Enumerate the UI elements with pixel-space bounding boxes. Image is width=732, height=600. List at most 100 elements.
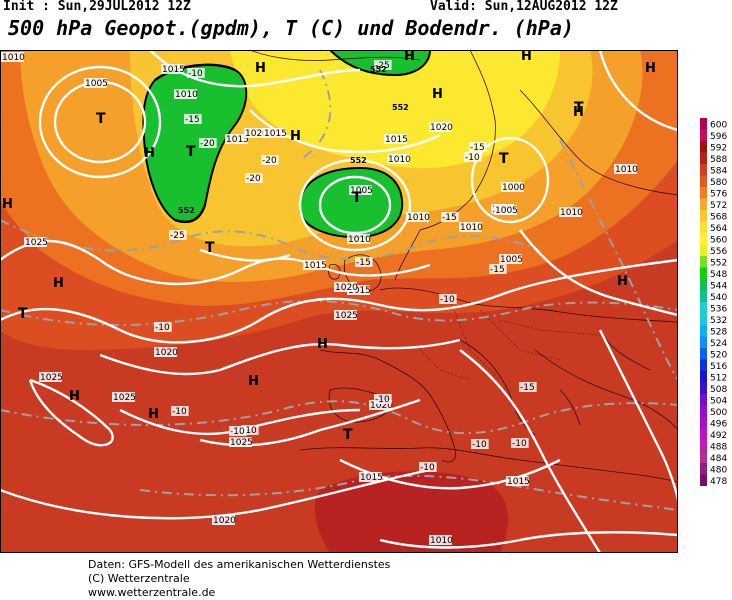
legend-label: 504 — [710, 397, 727, 407]
high-pressure-marker: H — [255, 61, 266, 76]
high-pressure-marker: H — [248, 374, 259, 389]
isobar-label: 1010 — [430, 536, 453, 546]
low-pressure-marker: T — [18, 306, 28, 322]
legend-label: 508 — [710, 385, 727, 395]
temperature-label-bg — [471, 439, 489, 449]
legend-label: 524 — [710, 339, 727, 349]
credits-website[interactable]: www.wetterzentrale.de — [88, 586, 216, 599]
temperature-label-bg — [169, 230, 187, 240]
isobar-label: 1000 — [502, 183, 525, 193]
init-time: Init : Sun,29JUL2012 12Z — [3, 0, 191, 14]
high-pressure-marker: H — [432, 87, 443, 102]
isobar-label: 1025 — [25, 238, 48, 248]
high-pressure-marker: H — [53, 276, 64, 291]
legend-label: 548 — [710, 270, 727, 280]
temperature-label: -15 — [442, 213, 457, 223]
temperature-label: -10 — [172, 407, 187, 417]
isobar-label: 1005 — [495, 206, 518, 216]
isobar-label-bg — [494, 205, 517, 215]
legend-swatch — [700, 336, 707, 348]
isobar-label: 1020 — [213, 516, 236, 526]
isobar-label: 1025 — [230, 438, 253, 448]
legend-swatch — [700, 175, 707, 187]
isobar-label-bg — [334, 282, 357, 292]
legend-swatch — [700, 129, 707, 141]
temperature-label-bg — [241, 425, 259, 435]
high-pressure-marker: H — [645, 61, 656, 76]
high-pressure-marker: H — [521, 50, 532, 64]
legend-swatch — [700, 302, 707, 314]
legend-swatch — [700, 463, 707, 475]
credits-copyright: (C) Wetterzentrale — [88, 572, 190, 585]
isobar-label-bg — [229, 437, 252, 447]
legend-swatch — [700, 474, 707, 486]
isobar-label-bg — [24, 237, 47, 247]
map-labels: 1010100510151010101510201015101510201010… — [1, 50, 656, 546]
legend-label: 480 — [710, 466, 727, 476]
legend-label: 556 — [710, 247, 727, 257]
geopotential-contours — [154, 63, 236, 224]
legend-label: 580 — [710, 178, 727, 188]
temperature-label: -10 — [242, 426, 257, 436]
isobar-label: 1020 — [335, 283, 358, 293]
legend-label: 540 — [710, 293, 727, 303]
legend-label: 576 — [710, 190, 727, 200]
low-pressure-marker: T — [574, 100, 584, 116]
temperature-label-bg — [199, 138, 217, 148]
temperature-label: -20 — [200, 139, 215, 149]
legend-swatch — [700, 187, 707, 199]
isobar-label: 1010 — [560, 208, 583, 218]
isobar-label-bg — [384, 134, 407, 144]
isobar-label-bg — [347, 285, 370, 295]
low-pressure-marker: T — [186, 144, 196, 160]
legend-label: 592 — [710, 144, 727, 154]
legend-label: 512 — [710, 374, 727, 384]
legend-label: 568 — [710, 213, 727, 223]
isobar-label-bg — [84, 78, 107, 88]
legend-label: 484 — [710, 454, 727, 464]
temperature-label-bg — [245, 173, 263, 183]
isobar-label-bg — [244, 128, 267, 138]
isobar-label-bg — [161, 64, 184, 74]
legend-swatch — [700, 221, 707, 233]
temperature-label-bg — [439, 294, 457, 304]
temperature-label-bg — [441, 212, 459, 222]
isobar-label: 1025 — [40, 373, 63, 383]
legend-swatch — [700, 152, 707, 164]
legend-swatch — [700, 348, 707, 360]
temperature-label: -15 — [470, 143, 485, 153]
legend-swatch — [700, 267, 707, 279]
legend-swatch — [700, 233, 707, 245]
isobar-label-bg — [369, 400, 392, 410]
field-yellow — [230, 50, 560, 169]
isobar-label: 1010 — [348, 235, 371, 245]
temperature-label: -15 — [356, 258, 371, 268]
temperature-label: -10 — [472, 440, 487, 450]
legend-swatch — [700, 405, 707, 417]
high-pressure-marker: H — [290, 129, 301, 144]
legend-label: 564 — [710, 224, 727, 234]
isobar-label-bg — [429, 535, 452, 545]
high-pressure-marker: H — [69, 389, 80, 404]
isobar-label: 1015 — [264, 129, 287, 139]
legend-swatch — [700, 371, 707, 383]
legend-swatch — [700, 451, 707, 463]
geopotential-label: 552 — [350, 156, 367, 165]
isobar-label-bg — [303, 260, 326, 270]
isobar-label: 1005 — [350, 186, 373, 196]
temperature-label: -25 — [375, 61, 390, 71]
geopotential-label: 552 — [392, 103, 409, 112]
temperature-label: -10 — [440, 295, 455, 305]
isobar-label: 1020 — [245, 129, 268, 139]
legend-swatch — [700, 382, 707, 394]
isobar-label: 1010 — [460, 223, 483, 233]
isobar-label: 1010 — [388, 155, 411, 165]
legend-label: 596 — [710, 132, 727, 142]
legend-swatch — [700, 118, 707, 130]
credits-data-source: Daten: GFS-Modell des amerikanischen Wet… — [88, 558, 391, 571]
isobar-label: 1020 — [155, 348, 178, 358]
isobar-label-bg — [154, 347, 177, 357]
legend-swatch — [700, 290, 707, 302]
isobar-label: 1005 — [500, 255, 523, 265]
low-pressure-marker: T — [205, 240, 215, 256]
